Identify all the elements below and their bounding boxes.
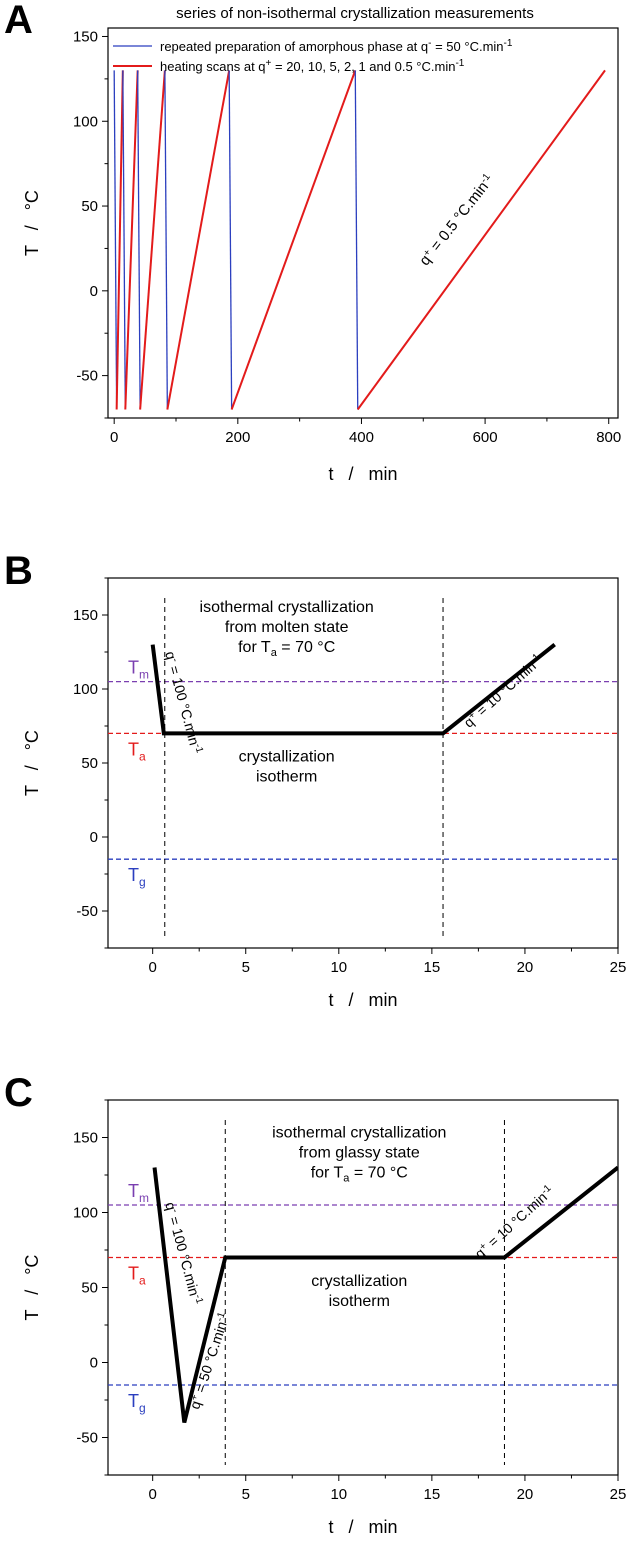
x-tick-label: 0 — [148, 959, 156, 976]
x-tick-label: 25 — [610, 959, 627, 976]
cooling-line — [164, 70, 168, 410]
stage-description-text: isothermal crystallization — [200, 599, 374, 616]
panel-letter: C — [4, 1071, 33, 1115]
x-tick-label: 20 — [517, 1486, 534, 1503]
plot-area — [113, 69, 606, 411]
x-tick-label: 400 — [349, 429, 374, 446]
x-axis-label: t / min — [328, 464, 397, 484]
reference-label-Tm: Tm — [128, 1181, 149, 1205]
cooling-line — [122, 70, 126, 410]
x-tick-label: 200 — [225, 429, 250, 446]
y-tick-label: 100 — [73, 681, 98, 698]
y-axis-label: T / °C — [22, 190, 42, 256]
y-tick-label: 100 — [73, 113, 98, 130]
stage-description-text: isothermal crystallization — [272, 1125, 446, 1142]
stage-description-text: for Ta = 70 °C — [238, 639, 335, 659]
heating-scan-line — [166, 70, 231, 410]
x-tick-label: 0 — [148, 1486, 156, 1503]
panel-c: C 0 5 10 15 20 25 -50 0 50 100 150 t / min T / °C Tm Ta… — [4, 1071, 626, 1537]
cooling-line — [354, 70, 359, 410]
x-tick-label: 10 — [330, 959, 347, 976]
y-tick-label: 50 — [81, 198, 98, 215]
isotherm-label: isotherm — [256, 769, 317, 786]
y-tick-label: 150 — [73, 607, 98, 624]
rate-annotation: q+ = 0.5 °C.min-1 — [416, 171, 498, 269]
reference-label-Tm: Tm — [128, 658, 149, 682]
x-tick-label: 15 — [424, 959, 441, 976]
reference-label-Tg: Tg — [128, 865, 146, 889]
x-tick-label: 5 — [242, 1486, 250, 1503]
heating-scan-line — [124, 70, 139, 410]
isotherm-label: isotherm — [329, 1293, 390, 1310]
rate-annotation: q- = 100 °C.min-1 — [162, 650, 205, 756]
y-tick-label: 0 — [90, 829, 98, 846]
x-axis-label: t / min — [328, 990, 397, 1010]
reference-label-Ta: Ta — [128, 1264, 146, 1288]
plot-area — [108, 598, 618, 938]
plot-frame — [107, 577, 619, 949]
x-tick-label: 15 — [424, 1486, 441, 1503]
y-tick-label: 0 — [90, 283, 98, 300]
y-tick-label: -50 — [76, 368, 98, 385]
x-tick-label: 600 — [473, 429, 498, 446]
legend-label: repeated preparation of amorphous phase … — [160, 38, 513, 54]
panel-b: B 0 5 10 15 20 25 -50 0 50 100 150 t / min T / °C Tm Ta… — [4, 549, 626, 1010]
x-tick-label: 5 — [242, 959, 250, 976]
x-tick-label: 800 — [596, 429, 621, 446]
plot-area — [108, 1120, 618, 1465]
temperature-protocol-line — [150, 643, 556, 736]
y-tick-label: 50 — [81, 755, 98, 772]
heating-scan-line — [115, 70, 124, 410]
y-tick-label: -50 — [76, 1430, 98, 1447]
cooling-line — [137, 70, 141, 410]
chart-title: series of non-isothermal crystallization… — [176, 5, 534, 22]
rate-annotation: q+ = 10 °C.min-1 — [460, 651, 545, 730]
y-axis-label: T / °C — [22, 1255, 42, 1321]
x-tick-label: 0 — [110, 429, 118, 446]
y-axis-label: T / °C — [22, 730, 42, 796]
y-tick-label: 50 — [81, 1280, 98, 1297]
isotherm-label: crystallization — [239, 749, 335, 766]
heating-scan-line — [230, 70, 357, 410]
legend-label: heating scans at q+ = 20, 10, 5, 2, 1 an… — [160, 58, 465, 74]
heating-scan-line — [139, 70, 166, 410]
y-tick-label: 100 — [73, 1205, 98, 1222]
panel-letter: A — [4, 0, 33, 42]
temperature-protocol-line — [152, 1165, 618, 1423]
x-axis-label: t / min — [328, 1517, 397, 1537]
y-tick-label: 150 — [73, 28, 98, 45]
isotherm-label: crystallization — [311, 1273, 407, 1290]
stage-description-text: from molten state — [225, 619, 349, 636]
x-tick-label: 25 — [610, 1486, 627, 1503]
y-tick-label: 0 — [90, 1355, 98, 1372]
reference-label-Ta: Ta — [128, 739, 146, 763]
x-tick-label: 10 — [330, 1486, 347, 1503]
x-tick-label: 20 — [517, 959, 534, 976]
stage-description-text: from glassy state — [299, 1145, 420, 1162]
panel-letter: B — [4, 549, 33, 593]
stage-description-text: for Ta = 70 °C — [311, 1165, 408, 1185]
y-tick-label: -50 — [76, 903, 98, 920]
heating-scan-line — [356, 69, 606, 411]
cooling-line — [228, 70, 233, 410]
plot-frame — [107, 27, 619, 419]
cooling-line — [113, 70, 118, 410]
reference-label-Tg: Tg — [128, 1391, 146, 1415]
y-tick-label: 150 — [73, 1130, 98, 1147]
